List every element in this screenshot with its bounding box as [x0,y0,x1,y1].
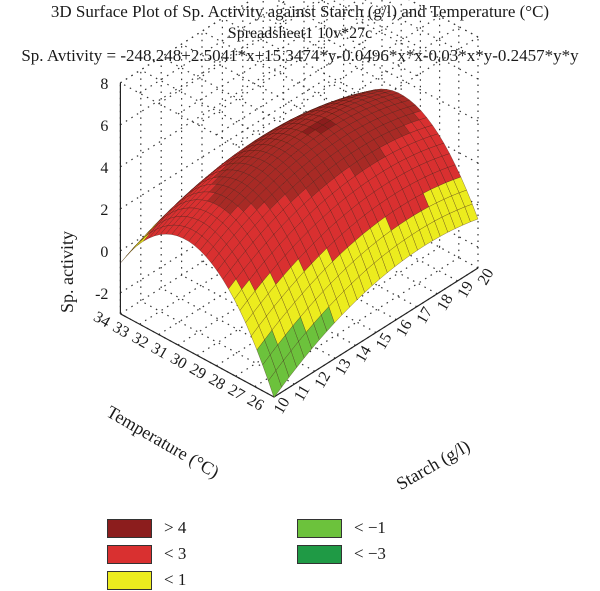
box-edge [408,0,479,38]
y-tick-label: 34 [91,309,113,332]
x-tick-label: 17 [414,304,437,326]
grid-line [242,4,397,90]
grid-line [408,0,479,38]
grid-line [120,0,319,126]
y-axis-line [120,313,275,398]
y-tick-label: 29 [187,361,209,384]
grid-line [120,0,253,84]
surface-cell [268,370,282,399]
y-tick-label: 26 [244,392,266,415]
z-tick-label: 0 [100,244,108,261]
y-tick-label: 28 [206,371,228,394]
y-tick-label: 27 [225,381,247,404]
y-tick-label: 33 [110,319,132,342]
z-tick-label: 4 [100,160,108,177]
grid-line [196,225,402,356]
z-tick-label: 8 [100,76,108,93]
x-axis-line [273,267,479,398]
x-tick-label: 11 [291,382,313,404]
grid-line [158,205,364,336]
x-axis-label: Starch (g/l) [393,436,474,495]
x-tick-label: 10 [271,395,294,417]
x-tick-label: 13 [332,356,355,378]
x-tick-label: 15 [373,330,396,352]
x-tick-label: 12 [312,369,335,391]
y-tick-label: 31 [148,340,170,363]
grid-line [364,0,458,51]
grid-line [222,17,377,103]
grid-line [177,0,360,115]
grid-line [139,194,344,325]
grid-line [196,0,396,125]
axis-ticks: 86420-2262728293031323334101112131415161… [91,76,498,417]
grid-line [235,15,440,146]
x-tick-label: 14 [352,343,375,365]
surface-mesh [120,88,479,399]
chart-title: 3D Surface Plot of Sp. Activity against … [50,2,550,21]
x-tick-label: 18 [434,291,457,313]
box-edge [120,184,325,315]
z-tick-label: 2 [100,202,108,219]
grid-line [120,37,325,168]
z-axis-label: Sp. activity [57,231,77,313]
grid-line [216,236,421,367]
x-tick-label: 19 [454,279,477,301]
grid-line [120,79,325,210]
z-tick-label: -2 [95,286,108,303]
grid-line [120,163,325,294]
grid-line [158,0,324,105]
y-tick-label: 32 [129,329,151,352]
x-tick-label: 20 [475,266,498,288]
grid-line [275,0,418,77]
grid-line [139,0,289,94]
y-tick-label: 30 [167,350,189,373]
z-tick-label: 6 [100,118,108,135]
y-axis-label: Temperature (°C) [103,402,223,483]
grid-line [216,5,421,136]
x-tick-label: 16 [393,317,416,339]
grid-line [177,215,383,346]
